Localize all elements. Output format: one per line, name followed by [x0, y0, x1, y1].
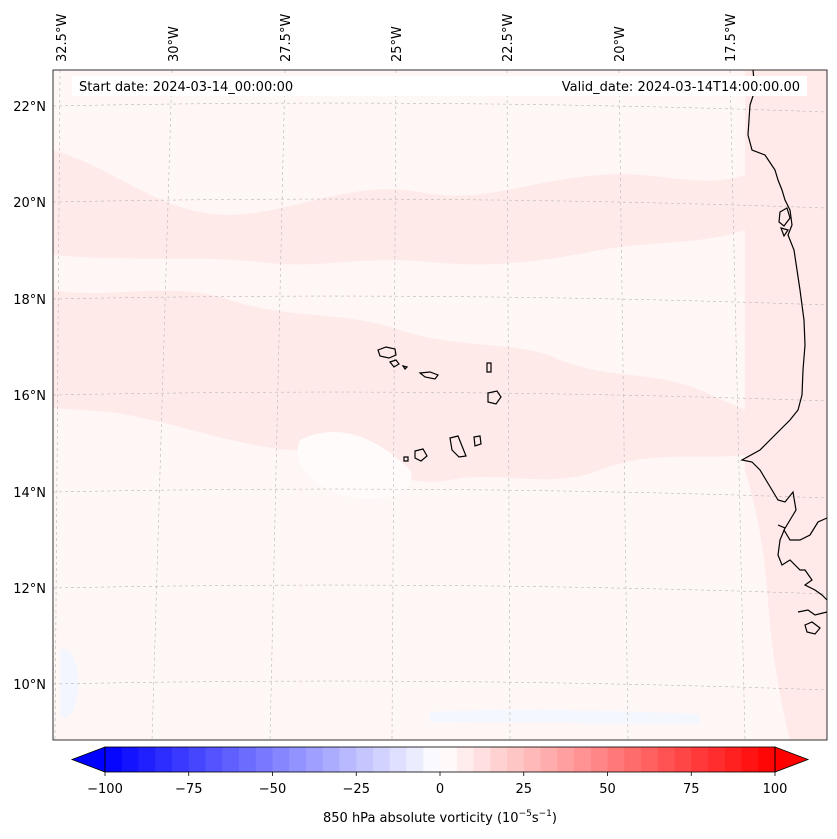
lon-label: 20°W: [613, 26, 628, 62]
island-santiago: [449, 435, 467, 458]
colorbar-segment: [222, 747, 240, 772]
colorbar-segment: [339, 747, 357, 772]
colorbar-extend-min: [70, 746, 106, 773]
colorbar-segment: [674, 747, 692, 772]
lat-label: 22°N: [13, 100, 46, 115]
map-frame: [52, 69, 828, 741]
header-box: [72, 76, 807, 96]
colorbar-segment: [306, 747, 324, 772]
colorbar-segment: [239, 747, 257, 772]
lat-label: 10°N: [13, 678, 46, 693]
lat-label: 18°N: [13, 293, 46, 308]
colorbar-segment: [188, 747, 207, 772]
colorbar-segment: [473, 747, 491, 772]
colorbar-tick-label: −25: [343, 782, 370, 797]
lon-label: 30°W: [167, 26, 182, 62]
island-santa-luzia: [401, 365, 409, 370]
island-sao-vicente: [388, 359, 400, 368]
lat-label: 16°N: [13, 389, 46, 404]
map-panel: Start date: 2024-03-14_00:00:00 Valid_da…: [52, 69, 828, 741]
colorbar-segment: [272, 747, 290, 772]
colorbar-segment: [255, 747, 274, 772]
colorbar-segment: [105, 747, 123, 772]
island-sal: [486, 362, 492, 373]
vorticity-patch-white: [297, 431, 412, 499]
lat-label: 20°N: [13, 196, 46, 211]
lon-label: 22.5°W: [501, 14, 516, 62]
colorbar-segment: [205, 747, 223, 772]
island-boa-vista: [487, 390, 502, 405]
island-sao-nicolau: [418, 371, 439, 380]
colorbar-segment: [624, 747, 642, 772]
vorticity-band-central: [53, 290, 745, 482]
colorbar-segment: [440, 747, 458, 772]
colorbar-tick-label: 25: [515, 782, 532, 797]
colorbar-segment: [607, 747, 625, 772]
colorbar-tick-label: −75: [175, 782, 202, 797]
colorbar-segment: [456, 747, 475, 772]
colorbar-segment: [289, 747, 307, 772]
island-brava: [403, 456, 409, 462]
colorbar-label: 850 hPa absolute vorticity (10−5s−1): [323, 809, 557, 826]
colorbar-segment: [507, 747, 525, 772]
colorbar-tick-label: 0: [436, 782, 444, 797]
colorbar-segment: [708, 747, 726, 772]
vorticity-band-north: [53, 150, 745, 265]
colorbar-segment: [138, 747, 156, 772]
colorbar-segment: [641, 747, 659, 772]
colorbar-segment: [557, 747, 575, 772]
colorbar-segment: [322, 747, 341, 772]
colorbar-segment: [121, 747, 140, 772]
colorbar-segment: [406, 747, 424, 772]
africa-coastline-detail: [778, 207, 791, 238]
colorbar-tick-label: 75: [683, 782, 700, 797]
colorbar: −100 −75 −50 −25 0 25 50 75 100 850 hPa absolute…: [70, 746, 810, 826]
lon-label: 32.5°W: [55, 14, 70, 62]
island-fogo: [414, 448, 428, 462]
colorbar-segment: [657, 747, 676, 772]
colorbar-segment: [691, 747, 709, 772]
vorticity-patch-negative-south: [430, 709, 700, 724]
colorbar-segment: [389, 747, 408, 772]
colorbar-tick-label: −50: [259, 782, 286, 797]
latitude-gridlines: [52, 102, 828, 691]
cape-verde-islands: [377, 346, 502, 462]
colorbar-tick-label: −100: [87, 782, 123, 797]
colorbar-segment: [741, 747, 759, 772]
colorbar-segment: [590, 747, 609, 772]
valid-date-text: Valid_date: 2024-03-14T14:00:00.00: [562, 80, 800, 95]
colorbar-segment: [356, 747, 374, 772]
colorbar-segment: [574, 747, 592, 772]
colorbar-segment: [724, 747, 743, 772]
colorbar-tick-label: 100: [763, 782, 788, 797]
island-maio: [473, 435, 482, 447]
colorbar-segment: [155, 747, 173, 772]
island-santo-antao: [377, 346, 397, 359]
africa-coastline: [740, 69, 828, 635]
longitude-gridlines: [54, 69, 746, 741]
longitude-labels: 32.5°W 30°W 27.5°W 25°W 22.5°W 20°W 17.5…: [55, 14, 739, 62]
colorbar-segment: [373, 747, 391, 772]
vorticity-patch-negative: [60, 649, 79, 718]
colorbar-tick-label: 50: [599, 782, 616, 797]
lon-label: 25°W: [390, 26, 405, 62]
colorbar-segment: [423, 747, 441, 772]
colorbar-segment: [172, 747, 190, 772]
colorbar-extend-max: [774, 746, 810, 773]
lon-label: 17.5°W: [724, 14, 739, 62]
lat-label: 14°N: [13, 486, 46, 501]
start-date-text: Start date: 2024-03-14_00:00:00: [79, 80, 293, 95]
latitude-labels: 22°N 20°N 18°N 16°N 14°N 12°N 10°N: [13, 100, 46, 693]
colorbar-segment: [758, 747, 776, 772]
colorbar-segments: [105, 747, 776, 772]
colorbar-ticks: −100 −75 −50 −25 0 25 50 75 100: [87, 772, 787, 797]
colorbar-segment: [490, 747, 508, 772]
colorbar-segment: [523, 747, 542, 772]
lat-label: 12°N: [13, 582, 46, 597]
lon-label: 27.5°W: [279, 14, 294, 62]
colorbar-segment: [540, 747, 558, 772]
